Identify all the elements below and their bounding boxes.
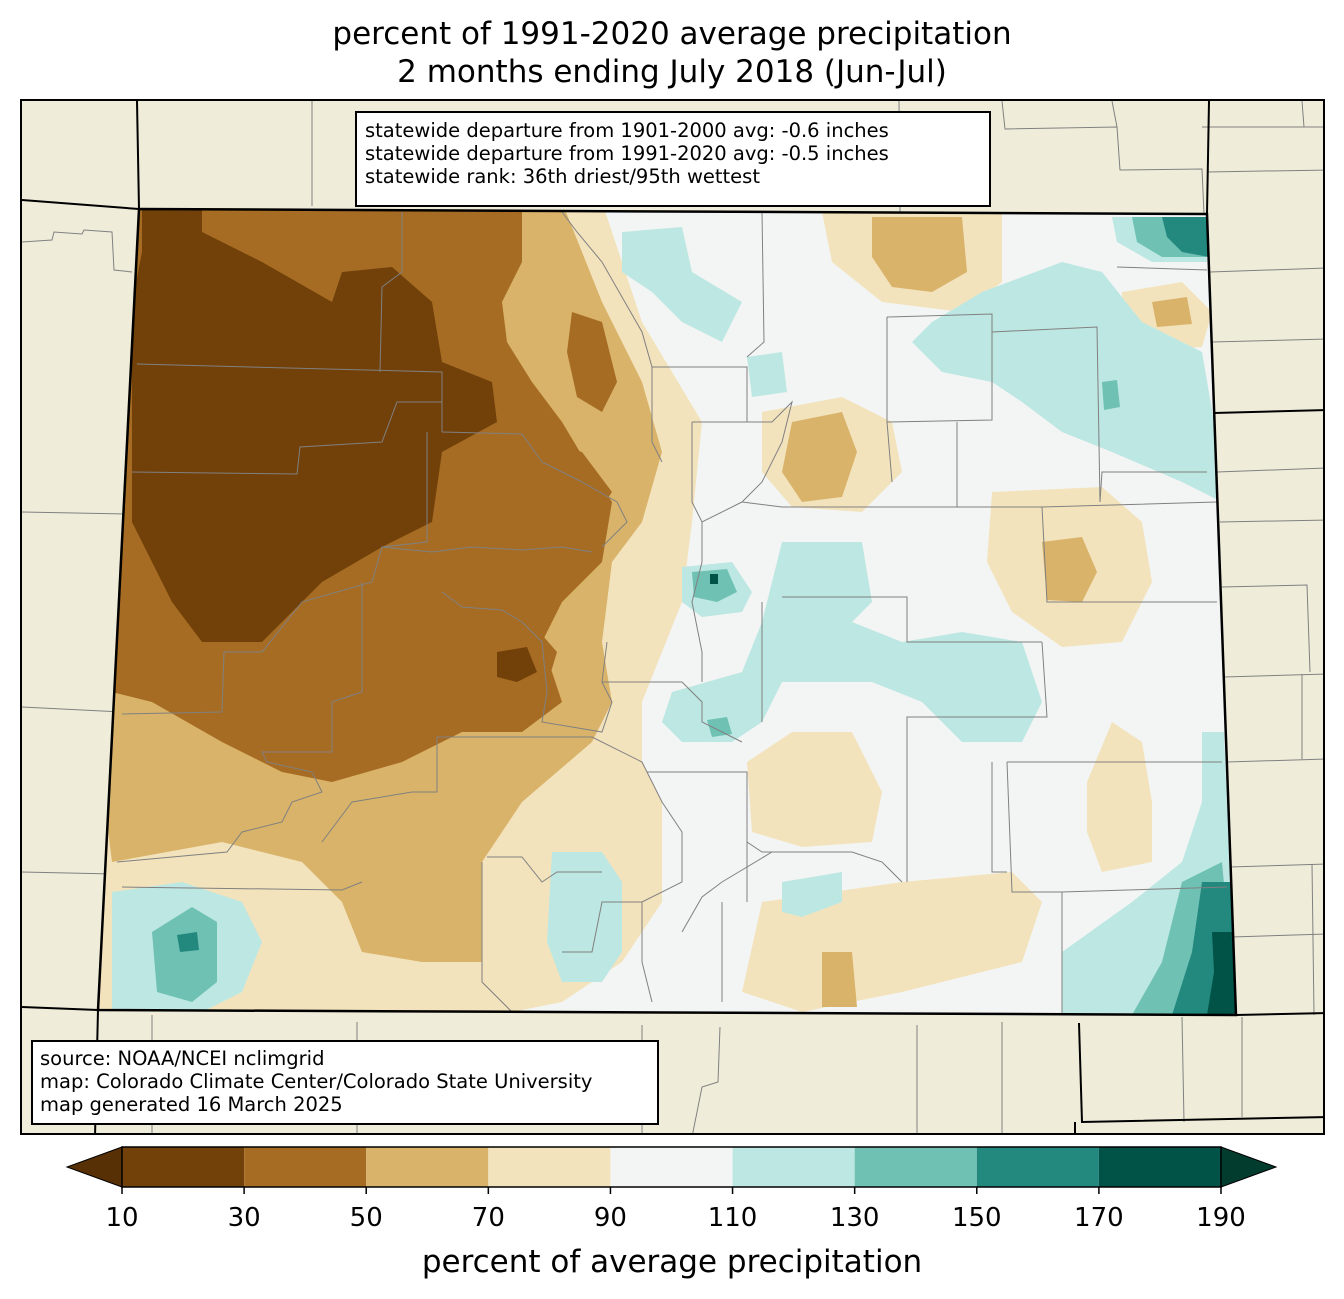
- colorbar-bin-0: [122, 1147, 245, 1187]
- colorbar-bin-7: [976, 1147, 1099, 1187]
- colorbar-bin-2: [366, 1147, 489, 1187]
- colorbar-tick-label: 30: [227, 1203, 261, 1233]
- map-panel: [20, 99, 1325, 1135]
- precipitation-contours: [98, 209, 1236, 1015]
- colorbar-tick-label: 90: [593, 1203, 627, 1233]
- colorbar-bin-6: [854, 1147, 977, 1187]
- map-title: percent of 1991-2020 average precipitati…: [332, 16, 1012, 52]
- colorbar-tick-label: 170: [1074, 1203, 1124, 1233]
- source-line: source: NOAA/NCEI nclimgrid: [40, 1047, 325, 1070]
- colorbar-tick-label: 10: [105, 1203, 139, 1233]
- colorbar-under-arrow: [65, 1146, 123, 1188]
- colorbar-tick-label: 70: [471, 1203, 505, 1233]
- stats-departure-1901: statewide departure from 1901-2000 avg: …: [365, 119, 889, 142]
- colorbar-label: percent of average precipitation: [421, 1244, 923, 1280]
- precipitation-map: [22, 101, 1323, 1133]
- colorado-county-lines: [116, 211, 1228, 1015]
- colorbar-tick-label: 130: [829, 1203, 880, 1233]
- map-subtitle: 2 months ending July 2018 (Jun-Jul): [397, 54, 947, 90]
- map-credit-line: map: Colorado Climate Center/Colorado St…: [40, 1070, 593, 1093]
- neighbor-state-borders: [22, 101, 1323, 1133]
- source-box: source: NOAA/NCEI nclimgrid map: Colorad…: [31, 1040, 659, 1125]
- colorbar-over-arrow: [1220, 1146, 1278, 1188]
- colorbar-bin-1: [244, 1147, 367, 1187]
- colorbar-bin-5: [732, 1147, 855, 1187]
- colorbar-bin-3: [488, 1147, 611, 1187]
- generated-date-line: map generated 16 March 2025: [40, 1093, 343, 1116]
- colorbar: [65, 1146, 1278, 1194]
- statewide-stats-box: statewide departure from 1901-2000 avg: …: [355, 111, 991, 207]
- colorbar-frame: [121, 1146, 1222, 1188]
- colorbar-tick-label: 150: [951, 1203, 1002, 1233]
- colorbar-tick-label: 190: [1196, 1203, 1246, 1233]
- colorbar-tick-label: 50: [349, 1203, 383, 1233]
- colorbar-bin-8: [1098, 1147, 1221, 1187]
- stats-departure-1991: statewide departure from 1991-2020 avg: …: [365, 142, 889, 165]
- colorado-state-border: [96, 207, 1238, 1017]
- stats-rank: statewide rank: 36th driest/95th wettest: [365, 165, 760, 188]
- colorbar-tick-label: 110: [707, 1203, 758, 1233]
- colorbar-bin-4: [610, 1147, 733, 1187]
